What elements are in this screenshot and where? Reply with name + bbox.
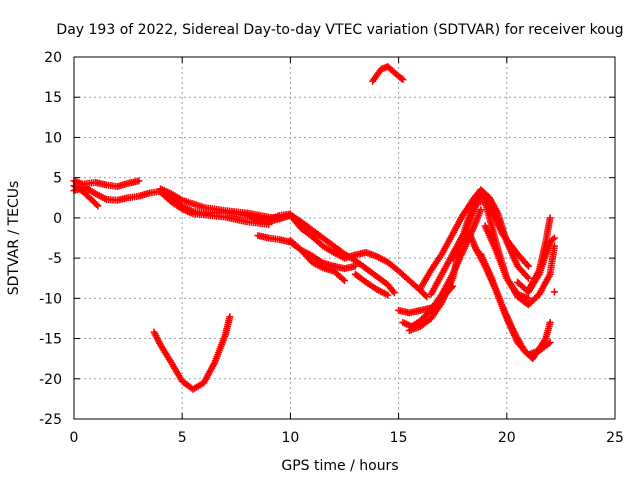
y-tick-label: 0	[53, 211, 62, 227]
data-points	[70, 63, 558, 393]
x-axis-label: GPS time / hours	[281, 458, 398, 474]
data-series-arc-8	[286, 236, 348, 285]
data-point-marker	[549, 235, 557, 243]
y-tick-label: -25	[39, 412, 62, 428]
data-series-arc-24	[369, 63, 407, 85]
y-tick-label: -20	[39, 372, 62, 388]
y-tick-label: -5	[48, 251, 62, 267]
data-point-marker	[93, 201, 101, 209]
x-tick-label: 10	[281, 430, 299, 446]
data-point-marker	[135, 177, 143, 185]
data-point-marker	[524, 274, 532, 282]
data-series-arc-9	[351, 270, 392, 299]
data-series-arc-22	[550, 288, 558, 296]
data-point-marker	[523, 273, 531, 281]
data-point-marker	[524, 262, 532, 270]
data-point-marker	[397, 74, 405, 82]
chart-title: Day 193 of 2022, Sidereal Day-to-day VTE…	[56, 22, 623, 38]
y-tick-label: 10	[44, 130, 62, 146]
data-point-marker	[399, 76, 407, 84]
data-series-arc-19	[481, 222, 558, 309]
data-point-marker	[550, 288, 558, 296]
data-point-marker	[421, 291, 429, 299]
data-series-arc-23	[150, 313, 234, 393]
data-point-marker	[546, 214, 554, 222]
data-point-marker	[477, 206, 485, 214]
data-series-arc-21	[524, 214, 554, 294]
x-axis-tick-labels: 0 5 10 15 20 25	[70, 430, 624, 446]
x-tick-label: 0	[70, 430, 79, 446]
y-tick-label: -10	[39, 291, 62, 307]
data-point-marker	[523, 261, 531, 269]
data-point-marker	[384, 291, 392, 299]
data-point-marker	[550, 234, 558, 242]
data-point-marker	[226, 313, 234, 321]
x-tick-label: 20	[498, 430, 516, 446]
y-tick-label: 5	[53, 171, 62, 187]
data-point-marker	[423, 293, 431, 301]
data-point-marker	[94, 202, 102, 210]
y-tick-label: 15	[44, 90, 62, 106]
x-tick-label: 15	[390, 430, 408, 446]
plot-frame	[73, 56, 616, 420]
x-tick-label: 5	[178, 430, 187, 446]
data-series-arc-15	[449, 190, 532, 270]
data-series-arc-18	[477, 250, 554, 363]
axis-ticks	[73, 56, 616, 420]
data-series-arc-6	[243, 211, 431, 301]
data-point-marker	[390, 289, 398, 297]
data-point-marker	[351, 262, 359, 270]
y-tick-label: 20	[44, 50, 62, 66]
x-tick-label: 25	[606, 430, 624, 446]
y-axis-label: SDTVAR / TECUs	[6, 181, 22, 296]
y-tick-label: -15	[39, 332, 62, 348]
grid-lines	[74, 57, 615, 419]
data-point-marker	[546, 318, 554, 326]
y-axis-tick-labels: -25 -20 -15 -10 -5 0 5 10 15 20	[39, 50, 62, 428]
data-point-marker	[341, 277, 348, 285]
data-series-arc-1	[70, 177, 143, 191]
data-point-marker	[546, 339, 554, 347]
